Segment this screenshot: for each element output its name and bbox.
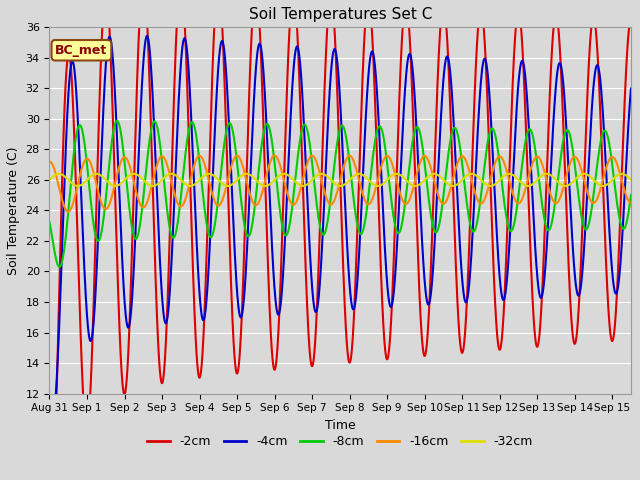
-4cm [269, 259, 276, 265]
-2cm [616, 227, 623, 232]
-2cm [147, 109, 154, 115]
-8cm [112, 119, 120, 124]
Line: -2cm: -2cm [49, 0, 631, 480]
-8cm [113, 118, 121, 124]
Legend: -2cm, -4cm, -8cm, -16cm, -32cm: -2cm, -4cm, -8cm, -16cm, -32cm [142, 430, 538, 453]
Line: -16cm: -16cm [49, 156, 631, 212]
-4cm [147, 60, 154, 65]
-8cm [269, 145, 276, 151]
-8cm [294, 152, 302, 157]
Text: BC_met: BC_met [55, 44, 108, 57]
-32cm [616, 171, 624, 177]
-8cm [627, 192, 635, 198]
-32cm [269, 179, 276, 185]
-16cm [45, 159, 53, 165]
-32cm [93, 171, 100, 177]
-16cm [64, 209, 72, 215]
-8cm [45, 219, 53, 225]
-16cm [294, 194, 302, 200]
-4cm [143, 33, 151, 39]
-32cm [294, 181, 301, 187]
-16cm [269, 154, 276, 160]
-4cm [45, 408, 53, 413]
-32cm [299, 183, 307, 189]
Y-axis label: Soil Temperature (C): Soil Temperature (C) [7, 146, 20, 275]
-2cm [269, 357, 276, 363]
-16cm [271, 153, 278, 158]
-4cm [616, 266, 624, 272]
-32cm [627, 177, 635, 183]
-4cm [294, 46, 302, 51]
-4cm [48, 420, 56, 425]
-8cm [554, 181, 561, 187]
X-axis label: Time: Time [325, 419, 356, 432]
Line: -32cm: -32cm [49, 174, 631, 186]
Title: Soil Temperatures Set C: Soil Temperatures Set C [248, 7, 432, 22]
Line: -8cm: -8cm [49, 121, 631, 267]
-2cm [112, 213, 120, 218]
-2cm [553, 15, 561, 21]
-16cm [554, 200, 561, 205]
-4cm [627, 86, 635, 92]
-16cm [616, 171, 624, 177]
-32cm [147, 183, 154, 189]
Line: -4cm: -4cm [49, 36, 631, 422]
-16cm [627, 200, 635, 205]
-2cm [294, 41, 301, 47]
-4cm [554, 70, 561, 75]
-16cm [147, 188, 154, 194]
-8cm [616, 217, 624, 223]
-8cm [147, 130, 154, 136]
-4cm [112, 111, 120, 117]
-8cm [56, 264, 63, 270]
-32cm [112, 183, 120, 189]
-2cm [627, 17, 635, 23]
-32cm [554, 179, 561, 184]
-32cm [45, 177, 53, 183]
-16cm [112, 177, 120, 182]
